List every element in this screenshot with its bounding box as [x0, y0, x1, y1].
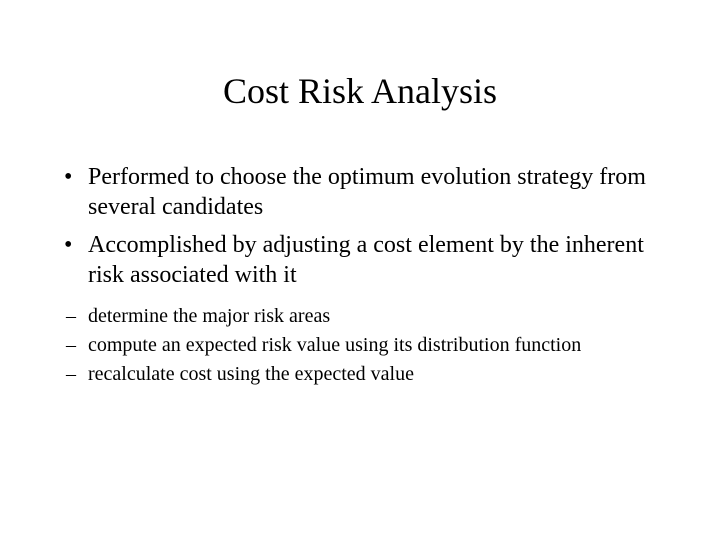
bullet-item: Accomplished by adjusting a cost element…	[88, 230, 660, 290]
sub-bullet-item: compute an expected risk value using its…	[88, 333, 660, 358]
bullet-item: Performed to choose the optimum evolutio…	[88, 162, 660, 222]
bullet-list-level2: determine the major risk areas compute a…	[60, 304, 660, 387]
sub-bullet-item: determine the major risk areas	[88, 304, 660, 329]
slide: Cost Risk Analysis Performed to choose t…	[0, 0, 720, 540]
sub-bullet-item: recalculate cost using the expected valu…	[88, 362, 660, 387]
bullet-list-level1: Performed to choose the optimum evolutio…	[60, 162, 660, 290]
slide-title: Cost Risk Analysis	[60, 70, 660, 112]
